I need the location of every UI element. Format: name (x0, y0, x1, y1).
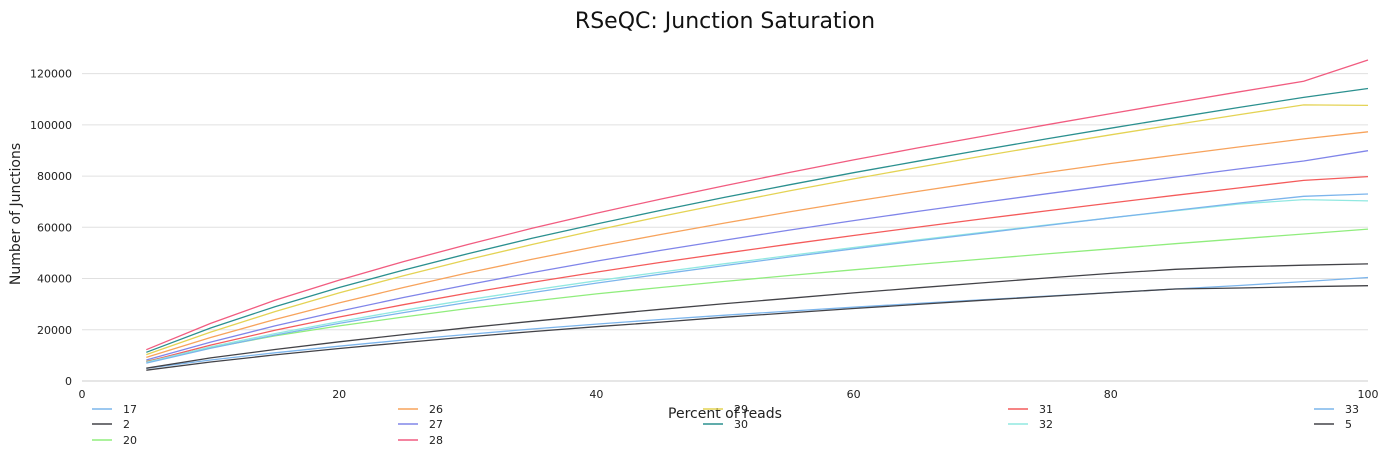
series-line-5 (146, 263, 1369, 369)
legend-item-17[interactable]: 17 (92, 403, 137, 416)
x-tick-label: 20 (332, 388, 346, 401)
legend-label: 5 (1345, 418, 1352, 431)
legend-label: 32 (1039, 418, 1053, 431)
y-tick-label: 40000 (37, 273, 72, 286)
x-tick-label: 100 (1358, 388, 1379, 401)
x-axis-label: Percent of reads (668, 406, 782, 422)
series-line-27 (146, 150, 1369, 361)
series-line-30 (146, 87, 1369, 353)
y-tick-label: 120000 (30, 68, 72, 81)
legend-item-5[interactable]: 5 (1314, 418, 1352, 431)
y-tick-label: 0 (65, 375, 72, 388)
y-tick-label: 20000 (37, 324, 72, 337)
series-line-28 (146, 59, 1369, 351)
legend-label: 29 (734, 403, 748, 416)
legend[interactable]: 17 2 20 26 27 28 29 30 31 32 33 5 (92, 403, 1359, 447)
legend-item-28[interactable]: 28 (398, 434, 443, 447)
x-tick-labels: 0 20 40 60 80 100 (79, 388, 1379, 401)
legend-label: 31 (1039, 403, 1053, 416)
legend-label: 28 (429, 434, 443, 447)
x-tick-label: 0 (79, 388, 86, 401)
y-tick-label: 100000 (30, 119, 72, 132)
y-tick-label: 60000 (37, 221, 72, 234)
legend-item-20[interactable]: 20 (92, 434, 137, 447)
chart-title: RSeQC: Junction Saturation (575, 9, 875, 34)
series-lines (146, 59, 1369, 371)
y-tick-label: 80000 (37, 170, 72, 183)
x-tick-label: 80 (1104, 388, 1118, 401)
legend-label: 30 (734, 418, 748, 431)
legend-item-29[interactable]: 29 (703, 403, 748, 416)
series-line-20 (146, 228, 1369, 362)
series-line-31 (146, 175, 1369, 363)
legend-item-30[interactable]: 30 (703, 418, 748, 431)
legend-label: 20 (123, 434, 137, 447)
legend-label: 27 (429, 418, 443, 431)
x-tick-label: 40 (589, 388, 603, 401)
legend-item-33[interactable]: 33 (1314, 403, 1359, 416)
legend-item-32[interactable]: 32 (1008, 418, 1053, 431)
series-line-26 (146, 131, 1369, 359)
series-line-2 (146, 285, 1369, 371)
y-tick-labels: 0 20000 40000 60000 80000 100000 120000 (30, 68, 72, 388)
y-axis-label: Number of Junctions (8, 143, 24, 285)
x-tick-label: 60 (847, 388, 861, 401)
legend-item-26[interactable]: 26 (398, 403, 443, 416)
legend-label: 26 (429, 403, 443, 416)
legend-label: 2 (123, 418, 130, 431)
legend-label: 33 (1345, 403, 1359, 416)
legend-item-2[interactable]: 2 (92, 418, 130, 431)
legend-label: 17 (123, 403, 137, 416)
series-line-32 (146, 198, 1369, 363)
series-line-33 (146, 193, 1369, 364)
legend-item-31[interactable]: 31 (1008, 403, 1053, 416)
legend-item-27[interactable]: 27 (398, 418, 443, 431)
series-line-29 (146, 104, 1369, 356)
